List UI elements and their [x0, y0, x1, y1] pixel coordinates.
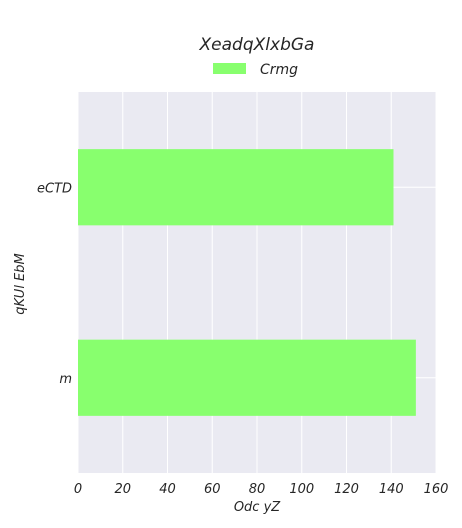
- legend: Crmg: [213, 62, 298, 78]
- x-tick-label: 20: [114, 482, 131, 497]
- x-axis-label: Odc yZ: [234, 500, 281, 515]
- x-tick-label: 0: [74, 482, 82, 497]
- legend-swatch: [213, 63, 246, 74]
- x-tick-label: 120: [334, 482, 359, 497]
- x-tick-label: 140: [379, 482, 404, 497]
- x-tick-label: 80: [249, 482, 266, 497]
- x-tick-label: 160: [424, 482, 449, 497]
- y-tick-label: m: [59, 372, 72, 387]
- x-tick-label: 40: [159, 482, 176, 497]
- legend-label-crmg: Crmg: [260, 62, 298, 78]
- x-tick-label: 60: [204, 482, 221, 497]
- bars: [78, 149, 416, 416]
- chart-title: XeadqXlxbGa: [199, 35, 315, 55]
- y-tick-labels: eCTD m: [37, 181, 72, 387]
- bar-m: [78, 339, 416, 416]
- y-axis-label: qKUl EbM: [13, 253, 28, 315]
- y-tick-label: eCTD: [37, 181, 72, 196]
- x-tick-labels: 0 20 40 60 80 100 120 140 160: [74, 482, 449, 497]
- bar-ectd: [78, 149, 394, 226]
- x-tick-label: 100: [289, 482, 314, 497]
